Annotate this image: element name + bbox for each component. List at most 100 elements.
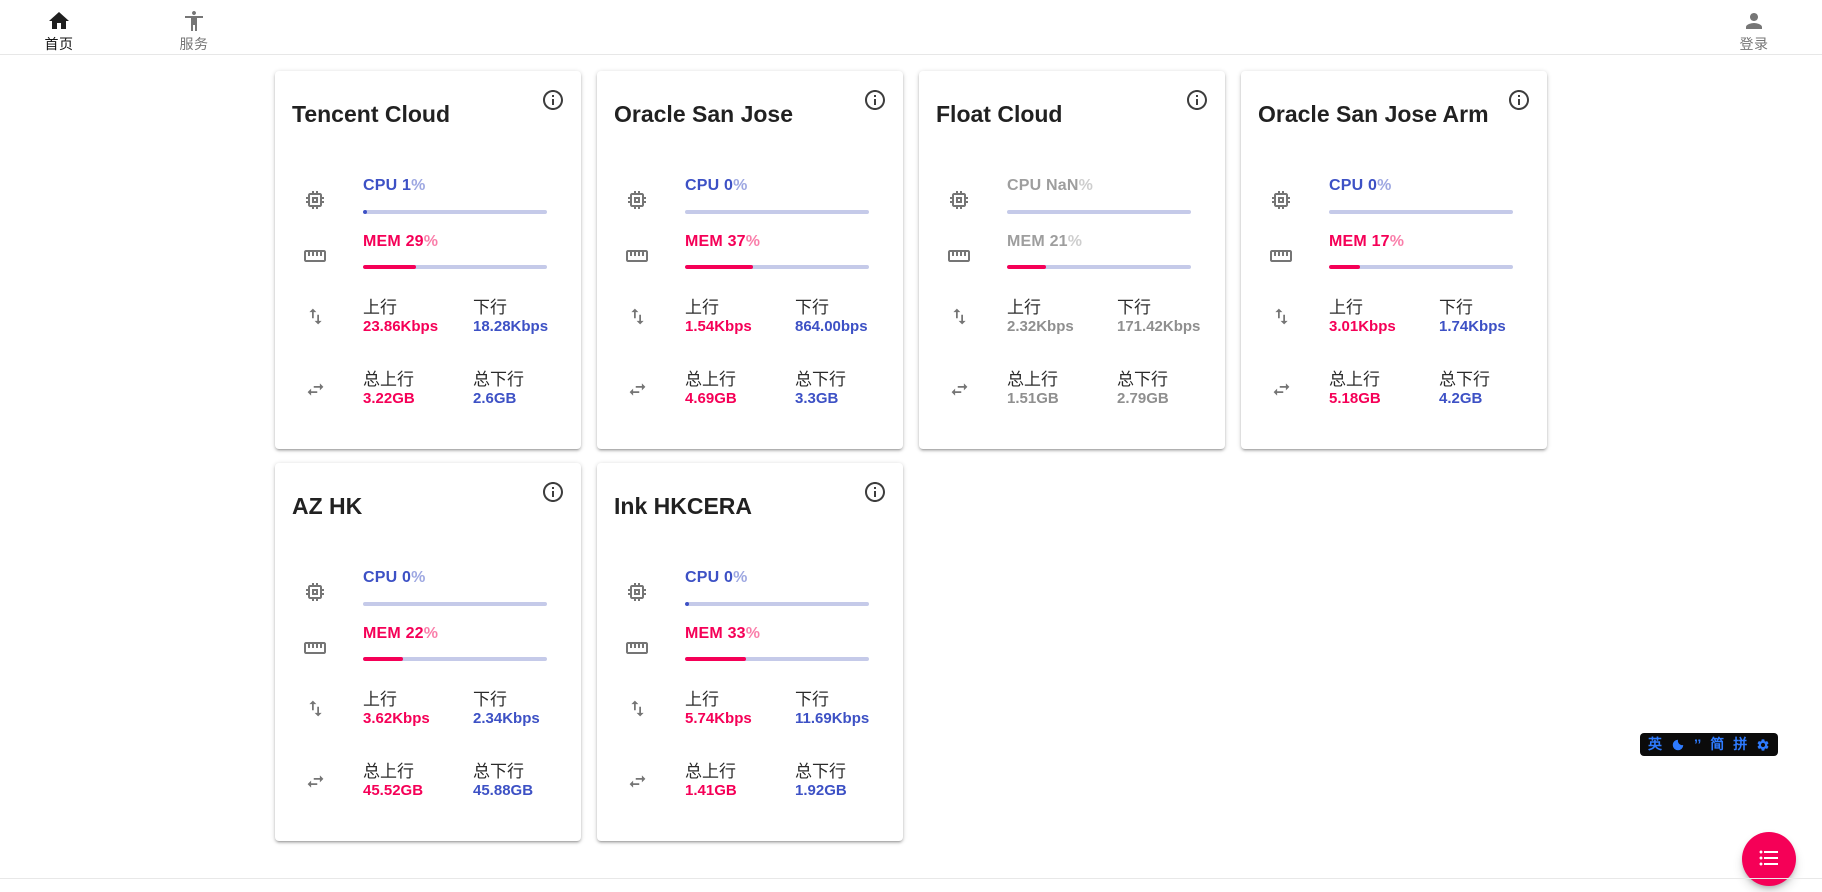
mem-progress-bar (363, 265, 547, 269)
ime-simplified-toggle[interactable]: 简 (1710, 736, 1725, 752)
total-upload-label: 总上行 (1329, 370, 1380, 389)
upload-speed-value: 1.54Kbps (685, 318, 752, 335)
nav-services-label: 服务 (179, 36, 209, 52)
total-download-value: 4.2GB (1439, 390, 1483, 407)
swap-arrows-icon (627, 379, 648, 400)
download-label: 下行 (795, 690, 829, 709)
cpu-percent-sign: % (1078, 177, 1094, 194)
swap-arrows-icon (305, 379, 326, 400)
up-down-arrows-icon (949, 306, 970, 327)
ime-language-toggle[interactable]: 英 (1648, 736, 1662, 752)
mem-progress-bar (685, 657, 869, 661)
total-download-label: 总下行 (473, 370, 524, 389)
mem-bar-fill (363, 657, 404, 661)
total-upload-value: 5.18GB (1329, 390, 1381, 407)
server-card: Oracle San Jose Arm CPU 0% MEM 17% 上行 下行… (1241, 71, 1547, 449)
ime-pinyin-toggle[interactable]: 拼 (1733, 736, 1748, 752)
download-label: 下行 (1117, 298, 1151, 317)
mem-usage-label: MEM 17% (1329, 233, 1404, 251)
mem-usage-text: MEM 29 (363, 233, 424, 250)
total-upload-label: 总上行 (685, 762, 736, 781)
cpu-usage-label: CPU 0% (685, 569, 748, 587)
server-name: AZ HK (292, 493, 363, 519)
mem-usage-text: MEM 33 (685, 625, 746, 642)
download-speed-value: 1.74Kbps (1439, 318, 1506, 335)
mem-usage-text: MEM 22 (363, 625, 424, 642)
server-name: Tencent Cloud (292, 101, 451, 127)
download-label: 下行 (795, 298, 829, 317)
nav-item-services[interactable]: 服务 (166, 9, 222, 54)
up-down-arrows-icon (627, 306, 648, 327)
cpu-usage-text: CPU 0 (685, 177, 734, 194)
total-download-value: 2.79GB (1117, 390, 1169, 407)
nav-home-label: 首页 (44, 36, 74, 52)
cpu-percent-sign: % (411, 569, 426, 586)
ime-toolbar: 英 ’’ 简 拼 (1640, 733, 1779, 756)
cpu-usage-label: CPU 1% (363, 177, 426, 195)
cpu-progress-bar (1007, 210, 1191, 214)
upload-speed-value: 23.86Kbps (363, 318, 439, 335)
total-download-label: 总下行 (795, 762, 846, 781)
person-icon (1742, 9, 1766, 33)
info-icon[interactable] (1507, 88, 1531, 112)
cpu-chip-icon (303, 580, 327, 604)
cpu-chip-icon (625, 188, 649, 212)
total-download-value: 1.92GB (795, 782, 847, 799)
ruler-icon (625, 636, 649, 660)
server-name: Float Cloud (936, 101, 1063, 127)
cpu-usage-label: CPU 0% (685, 177, 748, 195)
mem-usage-label: MEM 37% (685, 233, 760, 251)
upload-speed-value: 2.32Kbps (1007, 318, 1074, 335)
swap-arrows-icon (627, 771, 648, 792)
mem-usage-label: MEM 21% (1007, 233, 1082, 251)
mem-percent-sign: % (1389, 233, 1405, 250)
upload-label: 上行 (1329, 298, 1363, 317)
mem-bar-fill (685, 657, 746, 661)
mem-usage-label: MEM 33% (685, 625, 760, 643)
cpu-usage-text: CPU 0 (1329, 177, 1378, 194)
mem-percent-sign: % (745, 233, 761, 250)
mem-bar-fill (685, 265, 754, 269)
ime-punctuation-toggle[interactable]: ’’ (1694, 736, 1702, 752)
total-download-label: 总下行 (473, 762, 524, 781)
total-upload-label: 总上行 (363, 370, 414, 389)
server-list-fab[interactable] (1742, 832, 1796, 886)
info-icon[interactable] (863, 480, 887, 504)
mem-progress-bar (1007, 265, 1191, 269)
footer-divider (0, 878, 1822, 879)
gear-icon[interactable] (1756, 738, 1770, 752)
total-upload-value: 1.51GB (1007, 390, 1059, 407)
home-icon (47, 9, 71, 33)
info-icon[interactable] (541, 480, 565, 504)
mem-progress-bar (685, 265, 869, 269)
mem-percent-sign: % (423, 233, 439, 250)
server-card: Float Cloud CPU NaN% MEM 21% 上行 下行 2.32K… (919, 71, 1225, 449)
server-name: Oracle San Jose Arm (1258, 101, 1489, 127)
upload-speed-value: 5.74Kbps (685, 710, 752, 727)
mem-usage-text: MEM 17 (1329, 233, 1390, 250)
accessibility-icon (182, 9, 206, 33)
cpu-chip-icon (1269, 188, 1293, 212)
ruler-icon (947, 244, 971, 268)
info-icon[interactable] (1185, 88, 1209, 112)
mem-usage-label: MEM 29% (363, 233, 438, 251)
info-icon[interactable] (541, 88, 565, 112)
info-icon[interactable] (863, 88, 887, 112)
upload-label: 上行 (685, 298, 719, 317)
cpu-usage-text: CPU 0 (685, 569, 734, 586)
cpu-percent-sign: % (411, 177, 426, 194)
nav-item-home[interactable]: 首页 (31, 9, 87, 54)
total-upload-label: 总上行 (363, 762, 414, 781)
moon-icon[interactable] (1671, 738, 1685, 752)
download-speed-value: 864.00bps (795, 318, 868, 335)
up-down-arrows-icon (305, 306, 326, 327)
server-card: AZ HK CPU 0% MEM 22% 上行 下行 3.62Kbps 2.34… (275, 463, 581, 841)
swap-arrows-icon (305, 771, 326, 792)
mem-percent-sign: % (1067, 233, 1083, 250)
download-speed-value: 11.69Kbps (795, 710, 870, 727)
cpu-usage-text: CPU 1 (363, 177, 412, 194)
ruler-icon (1269, 244, 1293, 268)
cpu-usage-label: CPU NaN% (1007, 177, 1093, 195)
nav-item-login[interactable]: 登录 (1726, 9, 1782, 54)
total-download-value: 3.3GB (795, 390, 839, 407)
